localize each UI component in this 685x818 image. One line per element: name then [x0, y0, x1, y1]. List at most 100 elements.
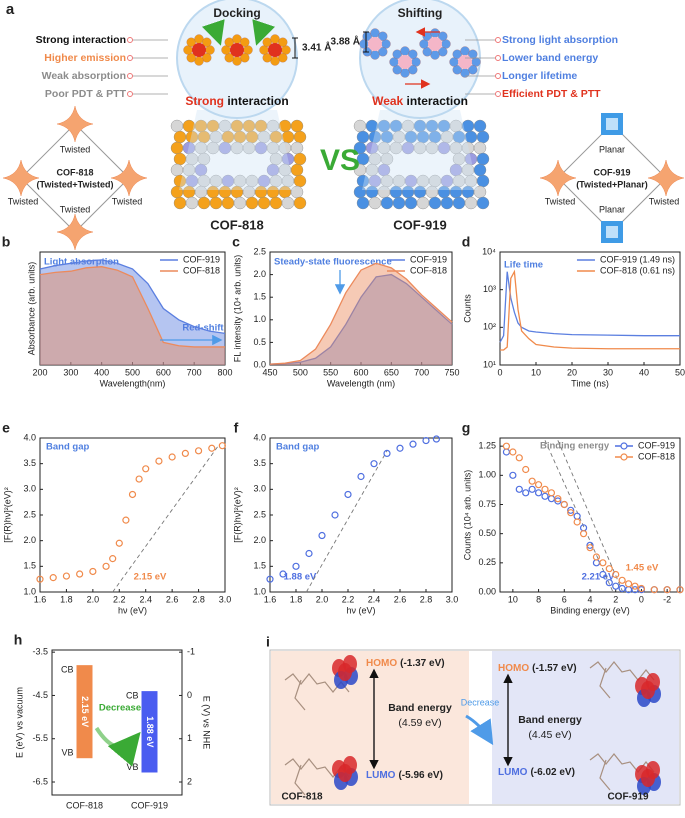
decoration — [495, 37, 501, 43]
band-edge-label: VB — [126, 762, 138, 772]
data-point — [76, 570, 84, 578]
y-tick-label: 1.5 — [23, 561, 36, 571]
annotation: 2.15 eV — [134, 572, 167, 583]
legend-label: COF-919 — [183, 254, 220, 264]
x-tick-label: 3.0 — [219, 594, 232, 604]
lens-title: Docking — [213, 6, 260, 20]
interaction-word: interaction — [403, 94, 468, 108]
lumo-label: LUMO (-6.02 eV) — [498, 767, 575, 778]
x-tick-label: 10 — [531, 367, 541, 377]
decoration — [338, 764, 352, 782]
y-tick-label: 1.00 — [478, 470, 496, 480]
interaction-label: Weak interaction — [372, 94, 468, 108]
decoration — [495, 55, 501, 61]
data-point — [344, 490, 352, 499]
data-point — [102, 562, 110, 570]
y-tick-label: 1.5 — [253, 561, 266, 571]
y-tick-label: 0.5 — [253, 337, 266, 347]
data-point — [122, 516, 130, 524]
data-point — [36, 575, 44, 583]
panel-label: h — [14, 632, 23, 648]
legend-label: COF-919 — [638, 440, 675, 450]
lumo-energy: (-6.02 eV) — [530, 767, 574, 778]
decoration — [452, 196, 466, 210]
data-point — [115, 539, 123, 547]
decoration — [380, 196, 394, 210]
y-tick-label: 10² — [483, 322, 496, 332]
y-tick-label: 10³ — [483, 284, 496, 294]
data-point — [522, 489, 530, 497]
series-line — [39, 266, 225, 348]
decoration — [468, 49, 478, 59]
data-point — [109, 555, 117, 563]
data-point — [331, 511, 339, 519]
legend-label: COF-818 — [638, 451, 675, 461]
decoration — [197, 196, 211, 210]
data-point — [515, 485, 523, 493]
gap-label: Band energy — [388, 702, 452, 714]
y-axis-label: Counts — [462, 294, 472, 323]
tangent-line — [557, 440, 624, 593]
decoration — [408, 49, 418, 59]
annotation: 1.88 eV — [284, 572, 317, 583]
lens-title: Shifting — [398, 6, 443, 20]
y-tick-label: 2.5 — [253, 246, 266, 256]
data-point — [522, 465, 530, 474]
data-point — [396, 444, 404, 452]
decoration — [290, 119, 304, 133]
annotation: Band gap — [46, 442, 89, 453]
y2-tick-label: 2 — [187, 776, 192, 786]
data-point — [422, 436, 430, 445]
y-tick-label: 2.5 — [23, 509, 36, 519]
data-point — [168, 453, 176, 461]
decoration — [338, 663, 352, 681]
decoration — [476, 130, 490, 144]
decoration — [170, 119, 184, 133]
band-edge-label: CB — [126, 690, 139, 700]
x-tick-label: 2.8 — [192, 594, 205, 604]
y-tick-label: 3.5 — [23, 458, 36, 468]
y-tick-label: 0.25 — [478, 557, 496, 567]
data-point — [547, 489, 556, 497]
y-tick-label: 1.5 — [253, 292, 266, 302]
series-line — [269, 273, 453, 365]
data-point — [586, 541, 594, 549]
node-sublabel: (Twisted+Planar) — [576, 179, 648, 189]
x-tick-label: 10 — [508, 594, 518, 604]
data-point — [592, 559, 601, 567]
decoration — [398, 55, 412, 69]
annotation: Life time — [504, 260, 543, 271]
x-tick-label: 450 — [262, 367, 277, 377]
decoration — [465, 714, 494, 746]
plot-frame — [39, 437, 226, 593]
data-point — [318, 531, 326, 540]
x-tick-label: 600 — [353, 367, 368, 377]
x-tick-label: 2.0 — [87, 594, 100, 604]
y-axis-label: FL intensity (10⁴ arb. units) — [232, 255, 242, 363]
decoration — [110, 159, 148, 197]
decoration — [201, 19, 225, 46]
x-tick-label: 200 — [32, 367, 47, 377]
decoration — [127, 73, 133, 79]
x-tick-label: 1.6 — [264, 594, 277, 604]
area-fill — [40, 259, 225, 365]
data-point — [383, 449, 391, 457]
data-point — [528, 485, 536, 493]
x-tick-label: 500 — [125, 367, 140, 377]
decoration — [476, 152, 490, 166]
y-tick-label: -5.5 — [32, 733, 48, 743]
decoration — [606, 226, 618, 238]
interaction-strength: Weak — [372, 94, 403, 108]
data-point — [592, 553, 601, 561]
y-tick-label: 1.0 — [23, 586, 36, 596]
decoration — [240, 37, 250, 47]
data-point — [605, 579, 613, 587]
decoration — [641, 769, 655, 787]
annotation: Binding energy — [540, 441, 610, 452]
x-tick-label: 8 — [536, 594, 541, 604]
edge-label: Twisted — [60, 144, 91, 154]
data-point — [547, 495, 556, 503]
decoration — [294, 679, 306, 711]
decoration — [356, 130, 370, 144]
